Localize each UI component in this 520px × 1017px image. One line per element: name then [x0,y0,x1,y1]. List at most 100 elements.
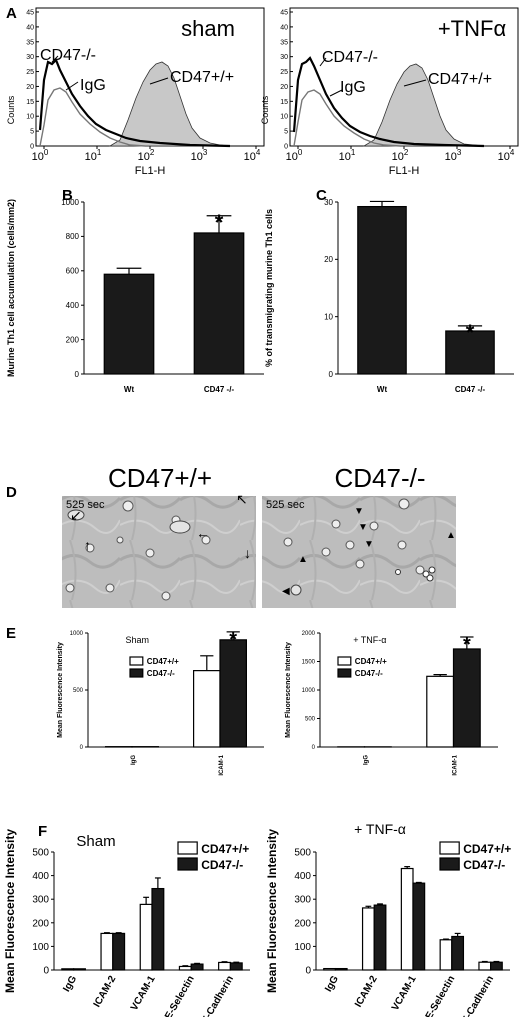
histogram-title: +TNFα [438,16,507,41]
bar [439,939,453,971]
histogram-ytick-label: 25 [26,69,34,76]
tick-base: 10 [138,151,150,163]
label-pointer [65,81,79,91]
category-label: VCAM-1 [129,974,158,1013]
category-label: IgG [61,974,79,994]
histogram-ytick-label: 40 [26,24,34,31]
ytick-label: 200 [294,918,311,929]
category-label: IgG [364,755,370,765]
legend-swatch [129,656,144,666]
tick-exponent: 1 [97,148,102,157]
ytick-label: 300 [32,895,49,906]
histogram-yticks: 0 5 10 15 20 25 30 35 40 45 [26,10,39,151]
chart-title: Sham [76,833,115,850]
histogram-ytick-label: 0 [30,144,34,151]
histogram-xlabel: FL1-H [389,165,420,177]
legend-swatch [177,857,198,871]
ytick-label: 0 [305,966,311,977]
histogram-igg-curve [293,89,401,147]
histogram-xtick-label: 101 [85,148,102,163]
chart-title: + TNF-α [354,821,406,837]
histogram-label-cd47-ko: CD47-/- [40,47,96,64]
legend-swatch [337,668,352,678]
histogram-xtick-label: 103 [445,148,462,163]
category-label: IgG [131,755,137,765]
bar [478,961,492,971]
histogram-label-cd47-ko: CD47-/- [322,49,378,66]
histogram-ytick-label: 30 [26,54,34,61]
ytick-label: 500 [294,848,311,859]
histogram-ylabel: Counts [260,95,270,124]
legend-swatch [177,841,198,855]
histogram-title: sham [181,16,235,41]
bar [72,968,86,971]
legend-swatch [439,857,460,871]
histogram-ytick-label: 20 [280,84,288,91]
histogram-ytick-label: 5 [30,129,34,136]
histogram-ytick-label: 10 [26,114,34,121]
arrow-marker: ↖ [236,491,248,507]
category-label: CD47 -/- [204,385,235,394]
histogram-ytick-label: 5 [284,129,288,136]
bar [61,968,75,971]
legend-label: CD47+/+ [201,842,249,856]
ytick-label: 0 [43,966,49,977]
y-axis-label: Mean Fluorescence Intensity [265,829,279,993]
tick-exponent: 0 [298,148,303,157]
bar [357,205,407,375]
category-label: IgG [323,974,341,994]
histogram-xtick-label: 101 [339,148,356,163]
bar [452,648,481,748]
ytick-label: 0 [80,745,84,751]
legend-label: CD47-/- [147,669,175,678]
bar [323,967,337,971]
panel-letter-c: C [316,187,327,204]
histogram-ytick-label: 15 [280,99,288,106]
histogram-xtick-label: 100 [286,148,303,163]
category-label: Wt [377,385,388,394]
tick-base: 10 [339,151,351,163]
ytick-label: 1500 [302,660,316,666]
ytick-label: 100 [32,942,49,953]
histogram-xtick-label: 102 [138,148,155,163]
bar [334,967,348,971]
histogram-ytick-label: 15 [26,99,34,106]
ytick-label: 500 [73,688,84,694]
panel-letter-e: E [6,625,16,642]
arrowhead-marker: ▼ [364,539,374,550]
histogram-label-cd47-wt: CD47+/+ [170,69,234,86]
bar [361,907,375,971]
bar [193,670,221,748]
category-label: ICAM-2 [92,974,119,1010]
histogram-label-igg: IgG [80,77,106,94]
histogram-cd47-wt-curve [362,63,485,147]
tick-base: 10 [392,151,404,163]
label-pointer [149,77,169,85]
arrowhead-marker: ▼ [358,522,368,533]
ytick-label: 200 [32,918,49,929]
y-axis-label: Murine Th1 cell accumulation (cells/mm2) [6,199,16,377]
ytick-label: 600 [66,267,80,276]
tick-exponent: 2 [150,148,155,157]
significance-star: * [229,629,237,651]
legend-label: CD47+/+ [147,657,179,666]
chart-c: 0 10 20 30 % of transmigrating murine Th1 ce… [264,198,514,394]
bar [139,903,153,971]
histogram-label-cd47-wt: CD47+/+ [428,71,492,88]
arrowhead-marker: ▲ [446,530,456,541]
panel-letter-b: B [62,187,73,204]
ytick-label: 100 [294,942,311,953]
chart-b: 0 200 400 600 800 1000 Murine Th1 cell accumul… [6,198,264,394]
ytick-label: 400 [32,871,49,882]
histogram-cd47-ko-curve [292,56,485,148]
category-label: Wt [124,385,135,394]
panel-letter-f: F [38,823,47,840]
histogram-ytick-label: 25 [280,69,288,76]
histogram-xtick-label: 100 [32,148,49,163]
tick-exponent: 2 [404,148,409,157]
micrograph-title-wt: CD47+/+ [108,463,212,493]
tick-exponent: 4 [256,148,261,157]
chart-f-tnf: 0 100 200 300 400 500 Mean Fluorescence Intens… [265,821,511,1017]
legend-swatch [439,841,460,855]
